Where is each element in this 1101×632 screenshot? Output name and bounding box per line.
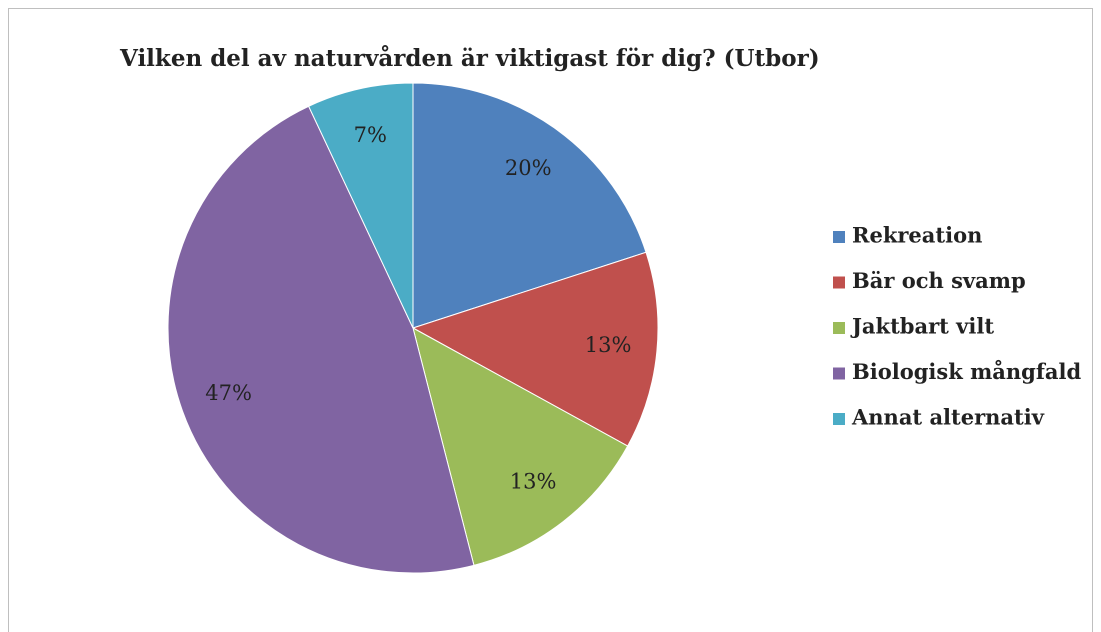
pie-slice bbox=[308, 82, 414, 329]
data-label: 13% bbox=[585, 333, 632, 357]
legend-label: Bär och svamp bbox=[852, 268, 1026, 293]
chart-title: Vilken del av naturvården är viktigast f… bbox=[119, 45, 820, 72]
data-label: 13% bbox=[510, 469, 557, 493]
legend-swatch bbox=[833, 231, 845, 243]
pie-slice bbox=[412, 82, 647, 329]
legend-label: Rekreation bbox=[852, 223, 982, 248]
legend-swatch bbox=[833, 276, 845, 289]
legend-swatch bbox=[833, 322, 845, 334]
legend-label: Annat alternativ bbox=[851, 405, 1045, 430]
legend-label: Biologisk mångfald bbox=[852, 359, 1081, 384]
pie-slice bbox=[411, 251, 659, 447]
data-label: 20% bbox=[505, 156, 552, 180]
legend-swatch bbox=[833, 367, 845, 380]
data-label: 47% bbox=[205, 381, 252, 405]
data-label: 7% bbox=[354, 123, 387, 147]
legend-label: Jaktbart vilt bbox=[850, 314, 994, 339]
pie-slice bbox=[167, 105, 475, 574]
legend-swatch bbox=[833, 413, 845, 425]
pie-slice bbox=[412, 327, 629, 566]
